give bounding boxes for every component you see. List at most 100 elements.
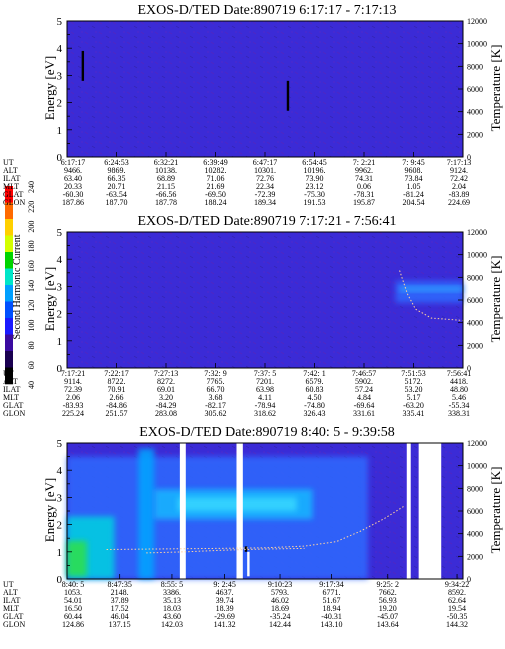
panel-3-ylabel: Energy [eV] — [42, 478, 57, 542]
orbit-table-cell: 20.71 — [108, 182, 126, 191]
temperature-tick-label: 2000 — [467, 341, 483, 350]
orbit-table-cell: 7:37: 5 — [254, 369, 276, 378]
orbit-table-cell: -84.29 — [156, 401, 177, 410]
energy-tick-label: 5 — [57, 438, 63, 450]
energy-tick-label: 2 — [57, 98, 63, 110]
panel-3-title: EXOS-D/TED Date:890719 8:40: 5 - 9:39:58 — [139, 425, 394, 440]
spectrogram-panel-1: EXOS-D/TED Date:890719 6:17:17 - 7:17:13… — [3, 3, 503, 207]
orbit-table-row-label: MLT — [3, 182, 19, 191]
orbit-table-cell: 17.52 — [111, 604, 129, 613]
colorbar-block — [5, 351, 13, 368]
orbit-table-row-label: GLON — [3, 409, 25, 418]
orbit-table-cell: 188.24 — [205, 198, 227, 207]
colorbar-tick-label: 180 — [27, 240, 36, 252]
energy-tick-label: 0 — [57, 363, 63, 375]
spectrogram-panel-3: EXOS-D/TED Date:890719 8:40: 5 - 9:39:58… — [3, 425, 503, 629]
colorbar-block — [5, 268, 13, 286]
colorbar-tick-label: 80 — [27, 341, 36, 349]
orbit-table-cell: 72.42 — [450, 174, 468, 183]
panel-3-y2label: Temperature [K] — [488, 467, 503, 554]
orbit-table-cell: 2.66 — [110, 393, 124, 402]
orbit-table-cell: 7:56:41 — [447, 369, 471, 378]
data-gap — [418, 443, 442, 579]
orbit-table-cell: 10138. — [155, 166, 177, 175]
panel-3-axes: 0 1 2 3 4 5 0 2000 4000 6000 8000 10000 12000 — [57, 438, 488, 586]
energy-tick-label: 0 — [57, 152, 63, 164]
colorbar-tick-label: 40 — [27, 381, 36, 389]
orbit-table-cell: 5.46 — [452, 393, 466, 402]
orbit-table-cell: 22.34 — [256, 182, 274, 191]
orbit-table-cell: 338.31 — [448, 409, 470, 418]
colorbar-block — [5, 235, 13, 253]
orbit-table-cell: 191.53 — [304, 198, 326, 207]
orbit-table-row-label: ILAT — [3, 174, 20, 183]
orbit-table-cell: 6:47:17 — [253, 158, 277, 167]
orbit-table-cell: 195.87 — [353, 198, 375, 207]
intensity-region — [67, 540, 87, 577]
temperature-tick-label: 4000 — [467, 319, 483, 328]
data-gap — [236, 443, 243, 579]
orbit-table-row-label: GLON — [3, 620, 25, 629]
orbit-table-cell: 9114. — [64, 377, 82, 386]
orbit-table-cell: -74.80 — [304, 401, 325, 410]
colorbar-block — [5, 301, 13, 319]
energy-tick-label: 5 — [57, 16, 63, 28]
panel-1-plot — [67, 21, 463, 157]
intensity-region — [138, 448, 155, 579]
orbit-table-cell: 72.39 — [64, 385, 82, 394]
orbit-table-cell: -78.94 — [255, 401, 276, 410]
temperature-tick-label: 0 — [467, 153, 471, 162]
intensity-spike — [244, 546, 248, 552]
orbit-table-cell: 18.39 — [216, 604, 234, 613]
orbit-table-cell: 7:22:17 — [104, 369, 128, 378]
orbit-table-cell: 143.10 — [321, 620, 343, 629]
orbit-table-cell: 142.03 — [161, 620, 183, 629]
orbit-table-cell: 57.24 — [355, 385, 373, 394]
orbit-table-cell: -69.64 — [354, 401, 375, 410]
orbit-table-cell: 335.41 — [403, 409, 425, 418]
orbit-table-cell: 9466. — [64, 166, 82, 175]
orbit-table-cell: 6:32:21 — [154, 158, 178, 167]
orbit-table-cell: -50.35 — [447, 612, 468, 621]
orbit-table-cell: -72.39 — [255, 190, 276, 199]
orbit-table-cell: -66.56 — [156, 190, 177, 199]
orbit-table-cell: -78.31 — [354, 190, 375, 199]
orbit-table-cell: 5172. — [405, 377, 423, 386]
orbit-table-cell: 71.06 — [207, 174, 225, 183]
temperature-trace — [106, 506, 404, 550]
orbit-table-cell: 9124. — [450, 166, 468, 175]
orbit-table-cell: 9:10:23 — [268, 580, 292, 589]
colorbar-block — [5, 334, 13, 352]
orbit-table-cell: 18.94 — [323, 604, 341, 613]
orbit-table-cell: 21.15 — [157, 182, 175, 191]
panel-2-plot — [67, 232, 464, 368]
temperature-tick-label: 4000 — [467, 530, 483, 539]
energy-tick-label: 4 — [57, 465, 63, 477]
orbit-table-row-label: UT — [3, 580, 14, 589]
orbit-table-cell: -63.54 — [106, 190, 127, 199]
panel-2-ylabel: Energy [eV] — [42, 267, 57, 331]
orbit-table-cell: -83.93 — [63, 401, 84, 410]
colorbar-block — [5, 186, 13, 203]
colorbar-block — [5, 367, 13, 385]
colorbar-tick-label: 220 — [27, 201, 36, 213]
colorbar-block — [5, 202, 13, 220]
panel-1-orbit-table: UTALTILATMLTGLATGLON6:17:179466.63.4020.… — [3, 158, 471, 207]
colorbar-tick-label: 240 — [27, 181, 36, 193]
orbit-table-cell: 7201. — [256, 377, 274, 386]
orbit-table-cell: -60.30 — [63, 190, 84, 199]
temperature-tick-label: 0 — [467, 575, 471, 584]
energy-tick-label: 2 — [57, 520, 63, 532]
orbit-table-cell: 7662. — [379, 588, 397, 597]
orbit-table-cell: 7: 9:45 — [402, 158, 424, 167]
orbit-table-cell: 68.89 — [157, 174, 175, 183]
orbit-table-cell: 72.76 — [256, 174, 274, 183]
panel-1-axes: 0 1 2 3 4 5 0 2000 4000 6000 8000 10000 12000 — [57, 16, 488, 164]
orbit-table-cell: 60.44 — [64, 612, 82, 621]
orbit-table-cell: 6579. — [306, 377, 324, 386]
orbit-table-cell: -45.07 — [377, 612, 398, 621]
orbit-table-cell: 60.83 — [306, 385, 324, 394]
